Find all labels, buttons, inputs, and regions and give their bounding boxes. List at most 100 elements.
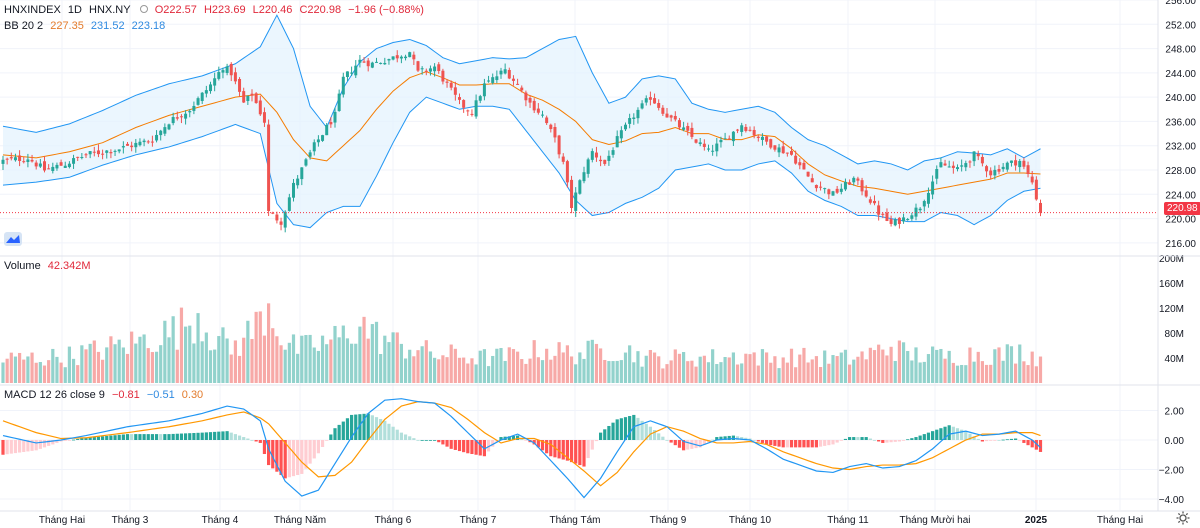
macd-histogram-bar (291, 440, 296, 477)
volume-bar (868, 347, 872, 383)
candle-body (777, 147, 781, 153)
candle-body (586, 159, 590, 174)
candle-body (250, 93, 254, 96)
candle-body (96, 150, 100, 155)
settings-gear-icon[interactable] (1176, 511, 1190, 525)
volume-bar (1026, 365, 1030, 383)
macd-histogram-bar (229, 432, 233, 440)
volume-bar (881, 349, 885, 383)
macd-histogram-bar (893, 440, 897, 442)
tradingview-logo-icon[interactable] (4, 232, 22, 246)
macd-histogram-bar (408, 436, 412, 440)
candle-body (88, 151, 92, 155)
macd-histogram-bar (121, 434, 125, 440)
macd-legend[interactable]: MACD 12 26 close 9 −0.81 −0.51 0.30 (4, 389, 207, 401)
volume-bar (354, 343, 358, 383)
macd-histogram-bar (599, 432, 603, 440)
macd-histogram-bar (1001, 439, 1005, 441)
macd-histogram-bar (154, 434, 159, 440)
candle-body (196, 98, 200, 105)
volume-bar (466, 363, 470, 383)
volume-bar (200, 341, 204, 383)
macd-histogram-bar (208, 432, 213, 440)
candle-body (350, 72, 354, 74)
macd-pane (1, 398, 1043, 499)
candle-body (976, 153, 980, 157)
macd-histogram-bar (989, 440, 993, 441)
macd-histogram-bar (478, 440, 482, 456)
volume-legend[interactable]: Volume 42.342M (4, 260, 95, 272)
candle-body (690, 127, 694, 137)
last-price-tag: 220.98 (1164, 202, 1200, 215)
macd-histogram-bar (711, 439, 715, 441)
candle-body (765, 136, 769, 142)
candle-body (852, 177, 856, 183)
month-tick-label: Tháng 4 (202, 515, 239, 526)
volume-bar (275, 336, 279, 383)
volume-bar (333, 325, 337, 383)
candle-body (673, 115, 677, 120)
volume-bar (1005, 344, 1009, 383)
volume-bar (188, 325, 192, 383)
interval[interactable]: 1D (67, 4, 82, 16)
candle-body (229, 63, 233, 76)
volume-bar (304, 335, 308, 383)
candle-body (951, 165, 955, 168)
candle-body (391, 56, 395, 60)
macd-histogram-bar (1022, 440, 1026, 443)
candle-body (798, 162, 802, 166)
volume-bar (897, 340, 901, 383)
volume-bar (914, 347, 918, 383)
volume-bar (852, 359, 856, 383)
candle-body (80, 157, 84, 159)
candle-body (383, 62, 387, 65)
price-tick-label: 240.00 (1165, 93, 1196, 104)
volume-bar (719, 362, 723, 383)
macd-histogram-bar (437, 440, 441, 443)
volume-bar (34, 362, 38, 383)
candle-body (607, 155, 611, 161)
macd-value: −0.51 (146, 389, 175, 401)
macd-histogram-bar (802, 440, 806, 448)
candle-body (611, 150, 615, 155)
macd-histogram-bar (935, 429, 939, 440)
volume-bar (408, 349, 412, 383)
bb-legend[interactable]: BB 20 2 227.35 231.52 223.18 (4, 20, 169, 32)
candle-body (474, 100, 478, 117)
volume-bar (794, 367, 798, 383)
candle-body (827, 189, 831, 195)
candle-body (408, 52, 412, 58)
candle-body (943, 163, 947, 166)
symbol-name[interactable]: HNXINDEX (4, 4, 61, 16)
macd-histogram-bar (648, 426, 652, 440)
candle-body (279, 221, 283, 225)
candle-body (760, 136, 764, 140)
volume-bar (947, 350, 951, 383)
volume-bar (271, 328, 275, 383)
candle-body (491, 77, 495, 83)
macd-histogram-bar (76, 439, 80, 440)
candle-body (354, 65, 358, 76)
candle-body (939, 162, 943, 168)
macd-histogram-bar (839, 440, 843, 441)
macd-histogram-bar (163, 434, 167, 440)
candle-body (1009, 160, 1013, 163)
volume-bar (213, 349, 217, 383)
candle-body (67, 163, 71, 168)
candle-body (470, 113, 474, 115)
macd-histogram-bar (13, 440, 18, 454)
macd-histogram-bar (254, 440, 258, 442)
candle-body (399, 56, 403, 59)
volume-bar (806, 362, 810, 383)
candle-body (956, 167, 959, 170)
macd-histogram-bar (283, 440, 287, 479)
macd-histogram-bar (184, 433, 188, 440)
month-tick-label: Tháng 6 (375, 515, 412, 526)
volume-bars (1, 303, 1043, 383)
volume-bar (486, 366, 491, 383)
macd-histogram-bar (117, 434, 121, 440)
volume-bar (312, 347, 316, 383)
macd-histogram-bar (889, 440, 893, 443)
candle-body (574, 192, 578, 211)
